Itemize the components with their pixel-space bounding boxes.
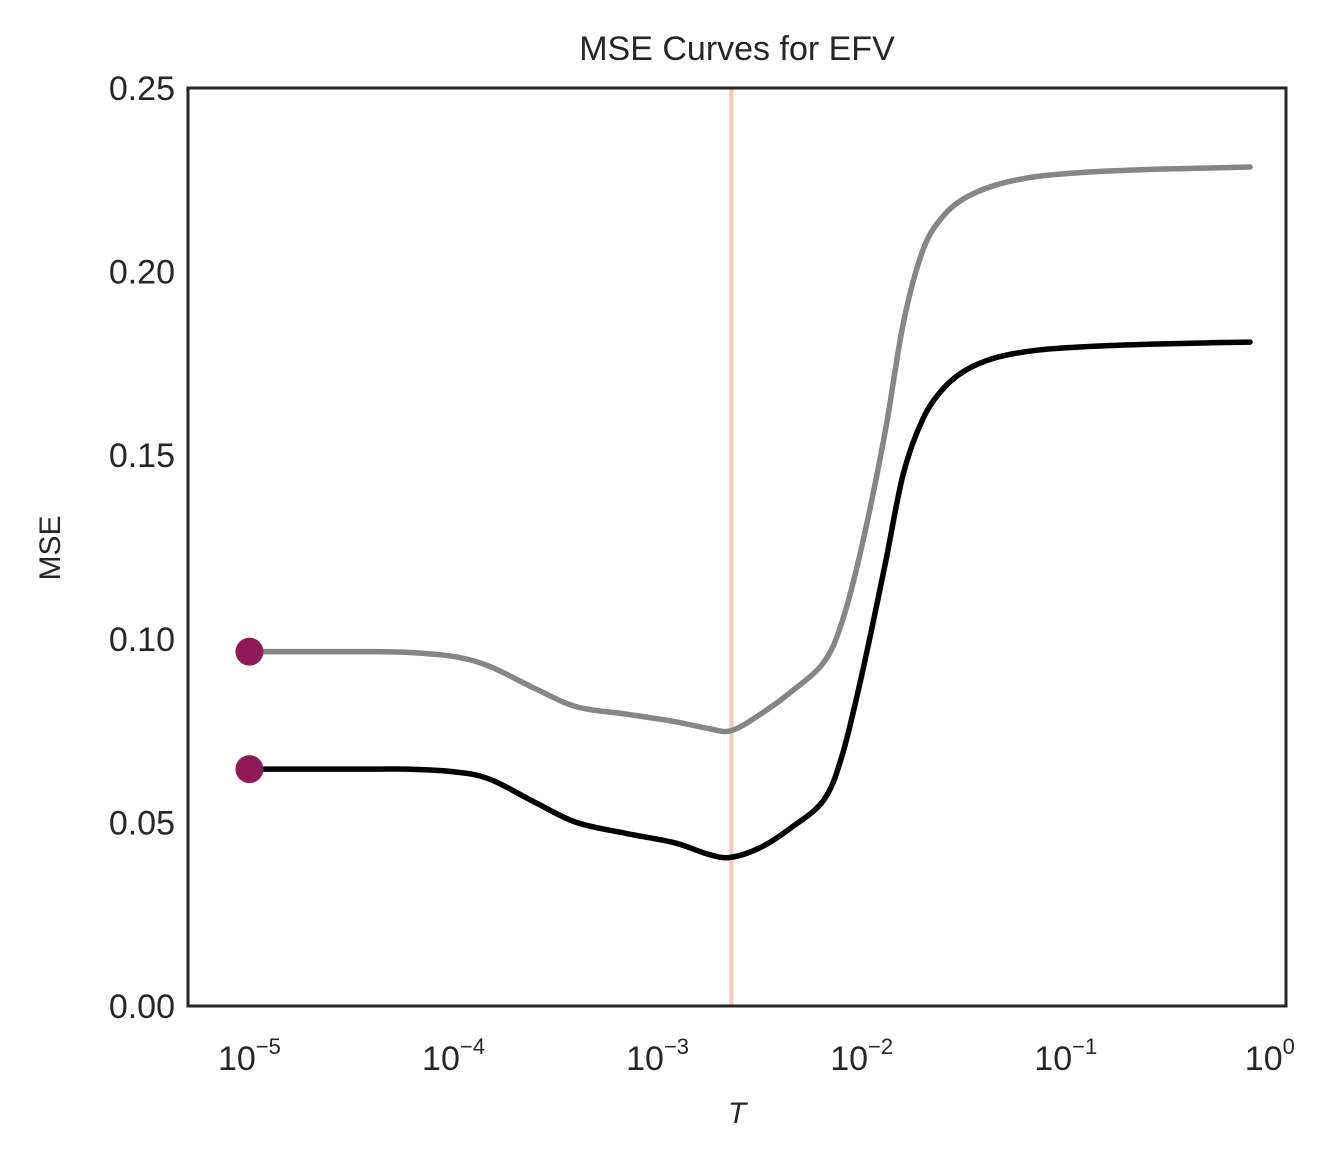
plot-frame (186, 86, 1288, 1008)
x-tick-label: 10−2 (830, 1034, 893, 1078)
y-tick-label: 0.25 (109, 70, 175, 108)
chart-title: MSE Curves for EFV (579, 30, 895, 68)
x-axis-ticks: 10−5 10−4 10−3 10−2 10−1 100 (218, 1034, 1295, 1078)
y-tick-label: 0.00 (109, 988, 175, 1026)
y-tick-label: 0.15 (109, 437, 175, 475)
start-marker-1 (235, 637, 264, 666)
x-tick-label: 10−3 (626, 1034, 689, 1078)
plot-area (235, 88, 1253, 1006)
x-tick-label: 10−5 (218, 1034, 281, 1078)
y-axis-label: MSE (34, 515, 67, 580)
y-axis-ticks: 0.00 0.05 0.10 0.15 0.20 0.25 (109, 70, 175, 1026)
y-tick-label: 0.20 (109, 254, 175, 292)
x-tick-label: 10−4 (422, 1034, 485, 1078)
x-tick-label: 10−1 (1034, 1034, 1097, 1078)
start-marker-2 (235, 755, 264, 784)
series-line-1 (246, 164, 1253, 735)
y-tick-label: 0.05 (109, 804, 175, 842)
series-line-2 (246, 339, 1253, 861)
x-tick-label: 100 (1245, 1034, 1295, 1078)
y-tick-label: 0.10 (109, 621, 175, 659)
x-axis-label: T (728, 1097, 749, 1130)
